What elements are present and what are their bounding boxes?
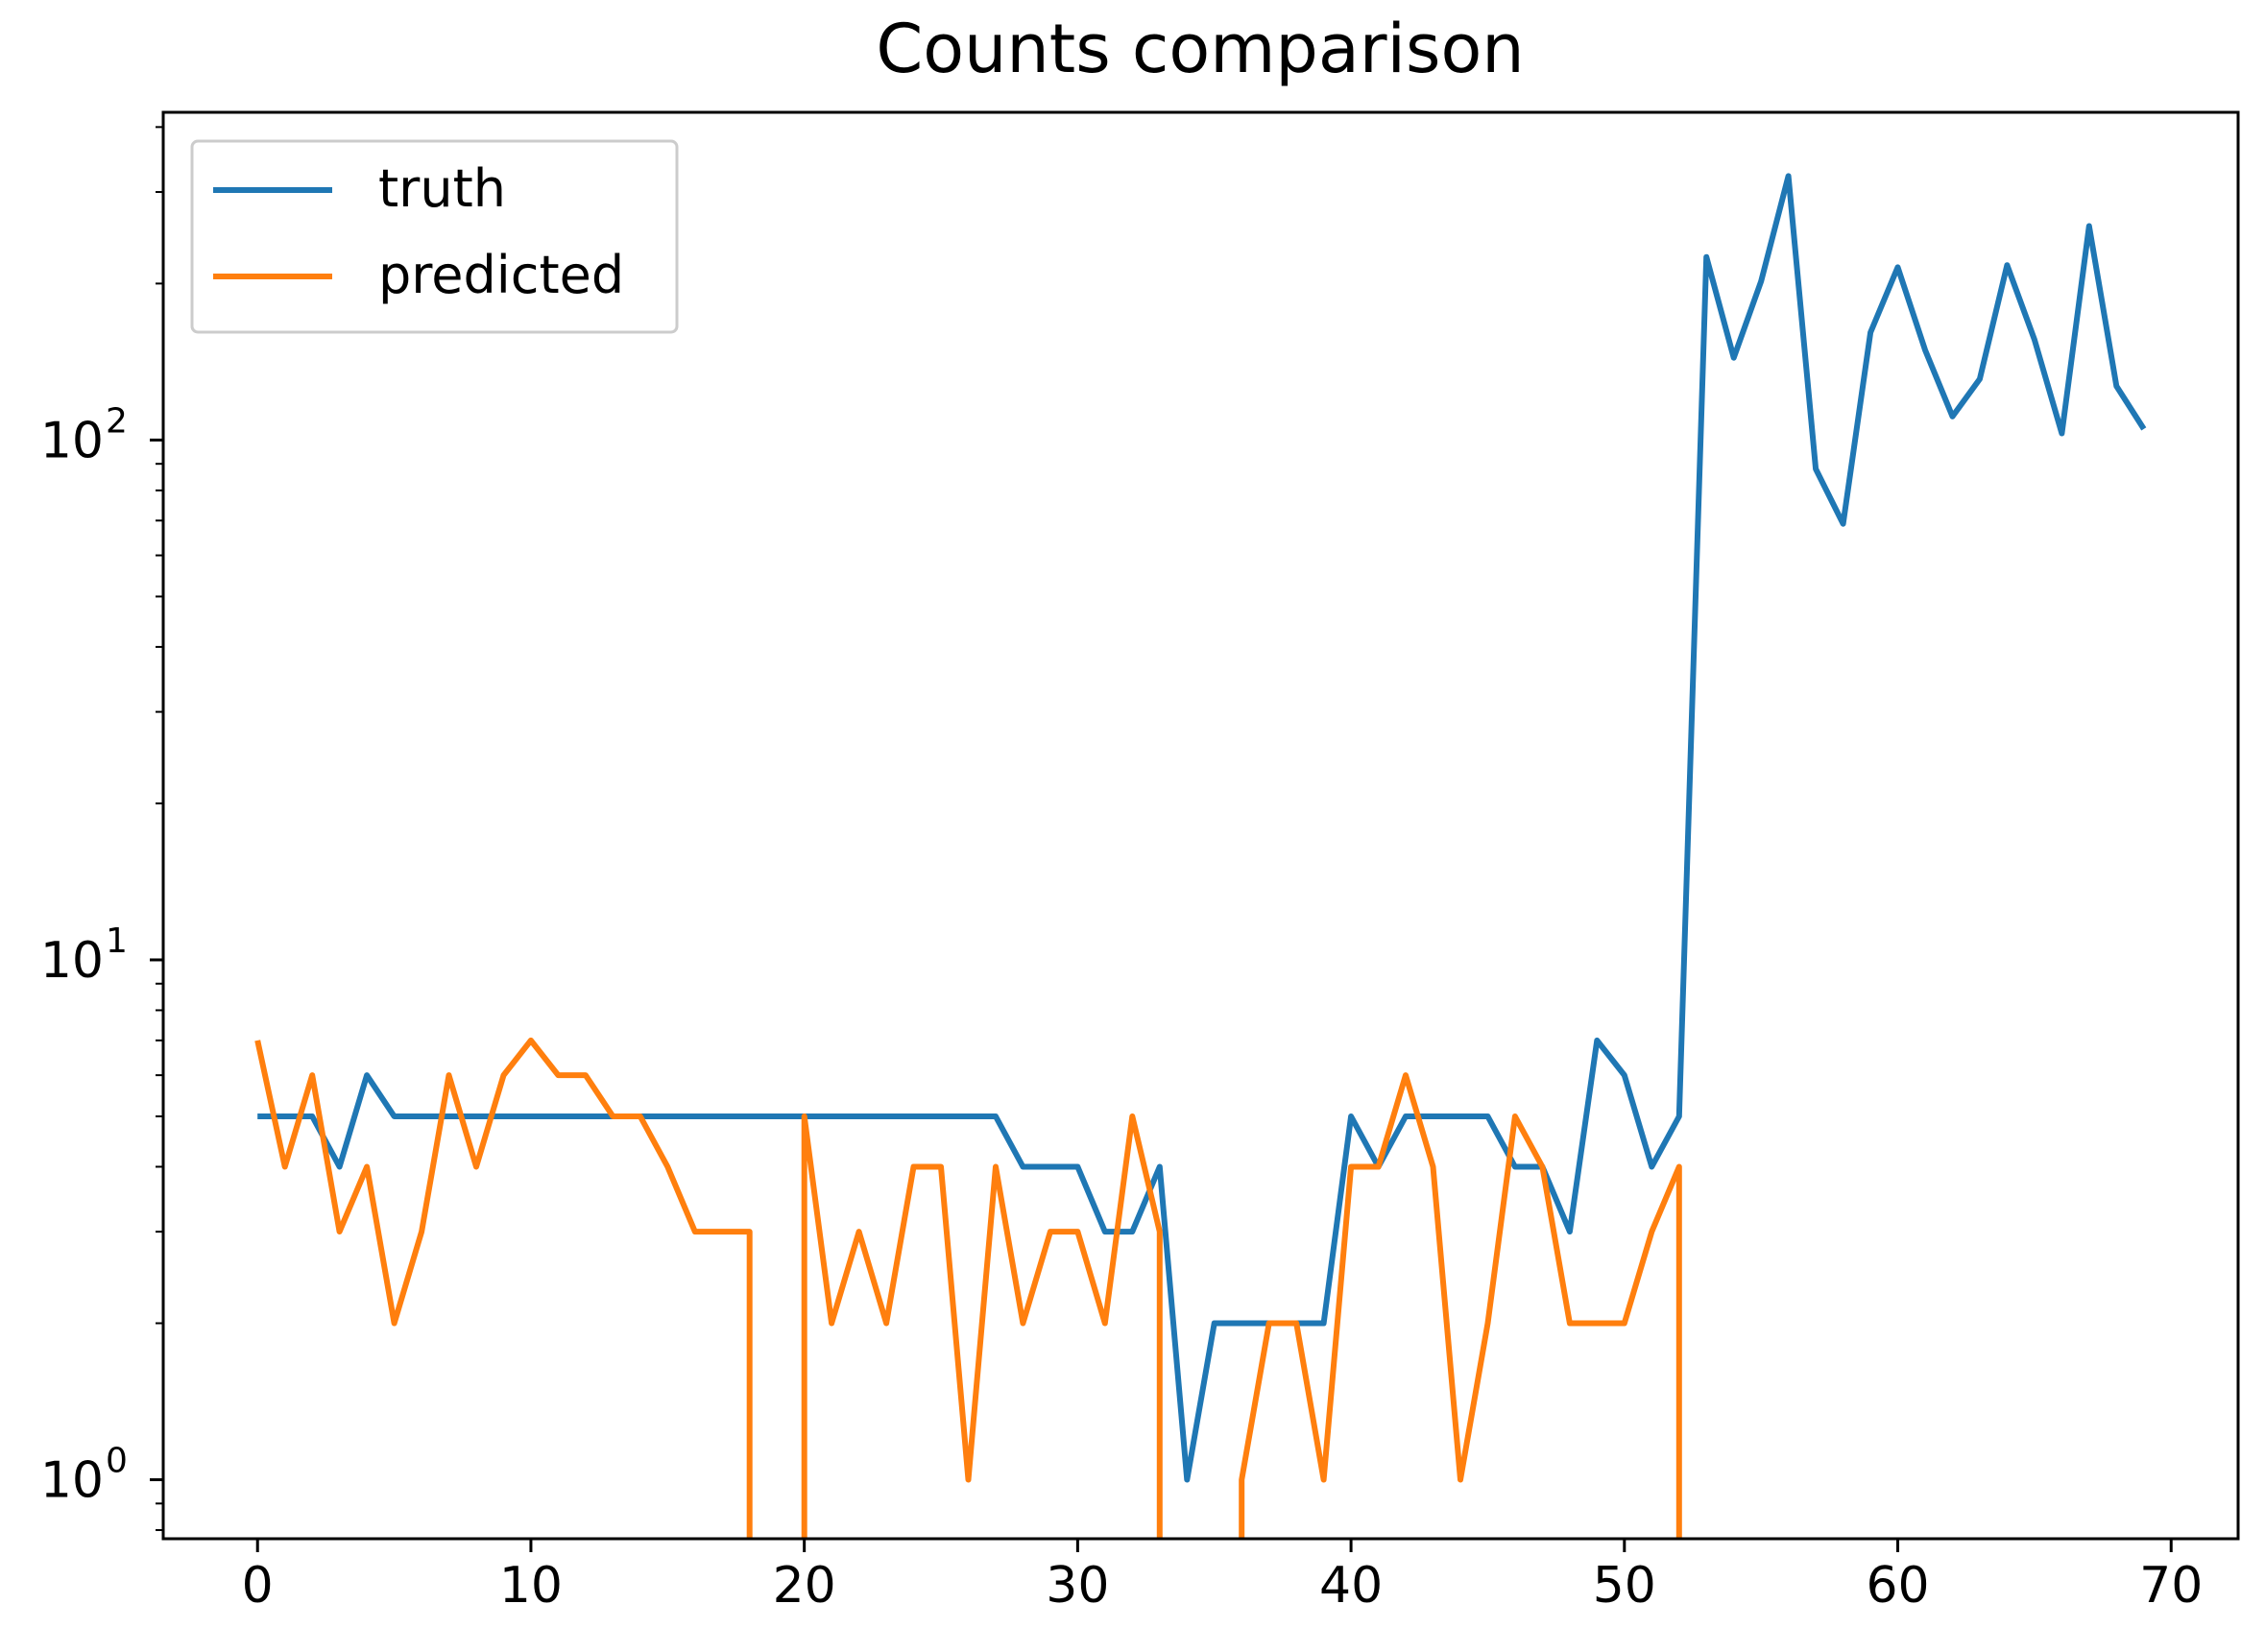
y-tick-label: 10 [40, 412, 104, 469]
y-tick-exponent: 2 [106, 401, 128, 441]
x-tick-label: 60 [1866, 1557, 1929, 1615]
x-tick-label: 20 [773, 1557, 836, 1615]
x-tick-label: 40 [1319, 1557, 1383, 1615]
plot-area [254, 173, 2147, 1539]
series-line-truth [257, 173, 2147, 1483]
axes-frame [161, 110, 2240, 1541]
y-tick-label: 10 [40, 1452, 104, 1510]
x-tick-label: 0 [242, 1557, 274, 1615]
x-axis: 0 10 20 30 40 50 60 70 [242, 1539, 2203, 1615]
x-tick-label: 70 [2139, 1557, 2203, 1615]
chart-title: Counts comparison [876, 10, 1524, 88]
y-tick-exponent: 0 [106, 1442, 128, 1481]
legend: truth predicted [190, 139, 679, 334]
series-line-predicted [254, 1037, 1682, 1539]
x-tick-label: 10 [499, 1557, 563, 1615]
y-tick-label: 10 [40, 932, 104, 990]
y-tick-exponent: 1 [106, 922, 128, 961]
x-tick-label: 30 [1046, 1557, 1109, 1615]
legend-label-predicted: predicted [378, 245, 624, 305]
legend-label-truth: truth [378, 158, 506, 219]
x-tick-label: 50 [1593, 1557, 1656, 1615]
